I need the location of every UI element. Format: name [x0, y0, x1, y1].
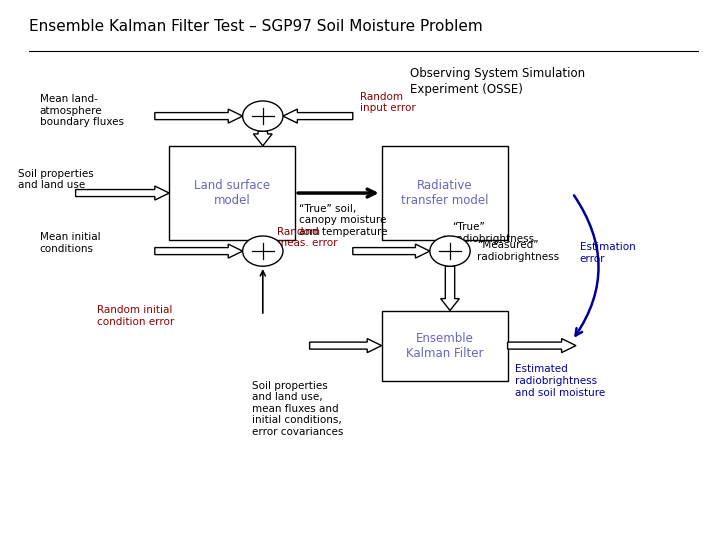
Bar [382, 146, 508, 240]
Text: Radiative
transfer model: Radiative transfer model [401, 179, 488, 207]
Polygon shape [155, 109, 243, 123]
Polygon shape [435, 236, 454, 248]
Text: Mean initial
conditions: Mean initial conditions [40, 232, 100, 254]
Text: Ensemble
Kalman Filter: Ensemble Kalman Filter [406, 332, 483, 360]
Text: Random
input error: Random input error [360, 92, 415, 113]
Circle shape [243, 236, 283, 266]
Circle shape [430, 236, 470, 266]
Text: Estimation
error: Estimation error [580, 242, 635, 264]
Polygon shape [155, 244, 243, 258]
Text: Soil properties
and land use: Soil properties and land use [18, 168, 94, 190]
Text: Ensemble Kalman Filter Test – SGP97 Soil Moisture Problem: Ensemble Kalman Filter Test – SGP97 Soil… [29, 19, 482, 34]
Text: Random initial
condition error: Random initial condition error [97, 305, 174, 327]
Text: “True”
radiobrightness: “True” radiobrightness [452, 222, 534, 244]
Polygon shape [508, 339, 576, 353]
Polygon shape [253, 240, 272, 252]
Bar [382, 310, 508, 381]
Polygon shape [283, 109, 353, 123]
Polygon shape [310, 339, 382, 353]
Polygon shape [353, 244, 430, 258]
Polygon shape [441, 266, 459, 310]
Bar [169, 146, 295, 240]
Text: Mean land-
atmosphere
boundary fluxes: Mean land- atmosphere boundary fluxes [40, 94, 124, 127]
Text: Observing System Simulation
Experiment (OSSE): Observing System Simulation Experiment (… [410, 68, 585, 96]
Text: Estimated
radiobrightness
and soil moisture: Estimated radiobrightness and soil moist… [515, 364, 605, 397]
Text: “True” soil,
canopy moisture
and temperature: “True” soil, canopy moisture and tempera… [299, 204, 387, 237]
Polygon shape [76, 186, 169, 200]
Polygon shape [253, 131, 272, 146]
Text: Land surface
model: Land surface model [194, 179, 270, 207]
Text: Random
meas. error: Random meas. error [277, 227, 338, 248]
Text: Soil properties
and land use,
mean fluxes and
initial conditions,
error covarian: Soil properties and land use, mean fluxe… [252, 381, 343, 437]
Text: “Measured”
radiobrightness: “Measured” radiobrightness [477, 240, 559, 262]
Circle shape [243, 101, 283, 131]
